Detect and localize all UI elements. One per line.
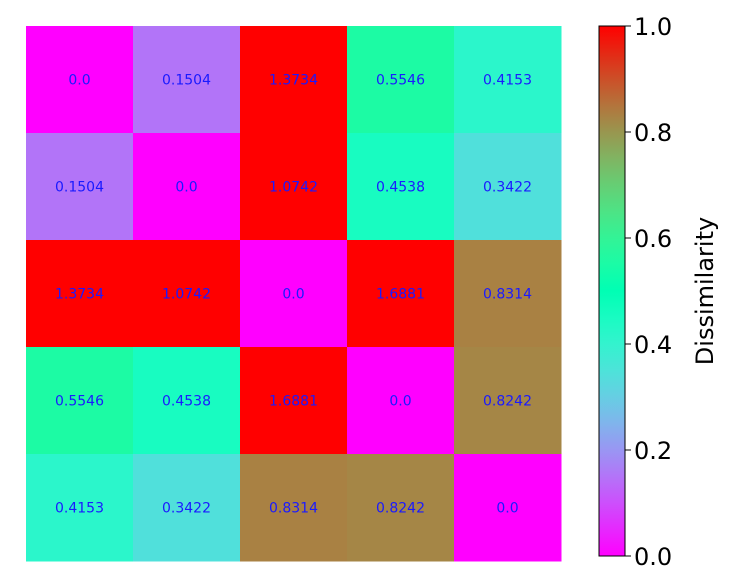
cell-value-label: 0.4538: [376, 180, 425, 196]
heatmap-cell-r4-c4: [454, 454, 562, 562]
heatmap-cell-r4-c0: [26, 454, 134, 562]
heatmap-cell-r2-c0: [26, 240, 134, 348]
cell-value-label: 1.6881: [269, 394, 318, 410]
colorbar-tick-label: 0.0: [634, 543, 672, 571]
heatmap-cell-r1-c3: [347, 133, 455, 241]
heatmap-cell-r2-c1: [133, 240, 241, 348]
cell-value-label: 0.0: [175, 180, 197, 196]
cell-value-label: 1.3734: [55, 287, 104, 303]
cell-value-label: 0.4538: [162, 394, 211, 410]
heatmap-cell-r3-c4: [454, 347, 562, 455]
cell-value-label: 0.3422: [483, 180, 532, 196]
cell-value-label: 1.0742: [162, 287, 211, 303]
heatmap-cell-r0-c4: [454, 26, 562, 134]
cell-value-label: 0.4153: [483, 73, 532, 89]
heatmap-cell-r2-c2: [240, 240, 348, 348]
heatmap-cell-r3-c1: [133, 347, 241, 455]
heatmap-cell-r3-c3: [347, 347, 455, 455]
heatmap-grid: [26, 26, 562, 562]
colorbar-tick-label: 1.0: [634, 13, 672, 41]
heatmap-cell-r0-c1: [133, 26, 241, 134]
heatmap-cell-r1-c0: [26, 133, 134, 241]
heatmap-cell-r4-c1: [133, 454, 241, 562]
colorbar-tick-label: 0.6: [634, 225, 672, 253]
cell-value-label: 0.4153: [55, 501, 104, 517]
heatmap-cell-r0-c0: [26, 26, 134, 134]
colorbar-label: Dissimilarity: [691, 217, 719, 365]
cell-value-label: 1.6881: [376, 287, 425, 303]
heatmap-cell-r3-c2: [240, 347, 348, 455]
heatmap-cell-r0-c2: [240, 26, 348, 134]
heatmap-cell-r3-c0: [26, 347, 134, 455]
heatmap-cell-r4-c3: [347, 454, 455, 562]
cell-value-label: 1.0742: [269, 180, 318, 196]
cell-value-label: 0.0: [389, 394, 411, 410]
cell-value-label: 0.0: [282, 287, 304, 303]
cell-value-label: 0.1504: [162, 73, 211, 89]
cell-value-label: 0.8242: [483, 394, 532, 410]
cell-value-label: 1.3734: [269, 73, 318, 89]
cell-value-label: 0.0: [68, 73, 90, 89]
colorbar-tick-label: 0.8: [634, 119, 672, 147]
cell-value-label: 0.0: [496, 501, 518, 517]
cell-value-label: 0.3422: [162, 501, 211, 517]
heatmap-cell-r1-c4: [454, 133, 562, 241]
cell-value-label: 0.8314: [269, 501, 318, 517]
heatmap-cell-r2-c4: [454, 240, 562, 348]
cell-value-label: 0.5546: [376, 73, 425, 89]
heatmap-cell-r1-c1: [133, 133, 241, 241]
cell-value-label: 0.5546: [55, 394, 104, 410]
heatmap-cell-r1-c2: [240, 133, 348, 241]
cell-value-label: 0.8314: [483, 287, 532, 303]
heatmap-cell-r2-c3: [347, 240, 455, 348]
heatmap-cell-r4-c2: [240, 454, 348, 562]
colorbar-tick-label: 0.4: [634, 331, 672, 359]
heatmap-cell-r0-c3: [347, 26, 455, 134]
heatmap-cell-labels: 0.0 0.1504 1.3734 0.5546 0.4153 0.1504 0.0 1.07…: [55, 73, 532, 517]
colorbar-ticks: 0.0 0.2 0.4 0.6 0.8 1.0: [625, 13, 672, 571]
colorbar: [598, 25, 626, 557]
colorbar-tick-label: 0.2: [634, 437, 672, 465]
cell-value-label: 0.1504: [55, 180, 104, 196]
cell-value-label: 0.8242: [376, 501, 425, 517]
